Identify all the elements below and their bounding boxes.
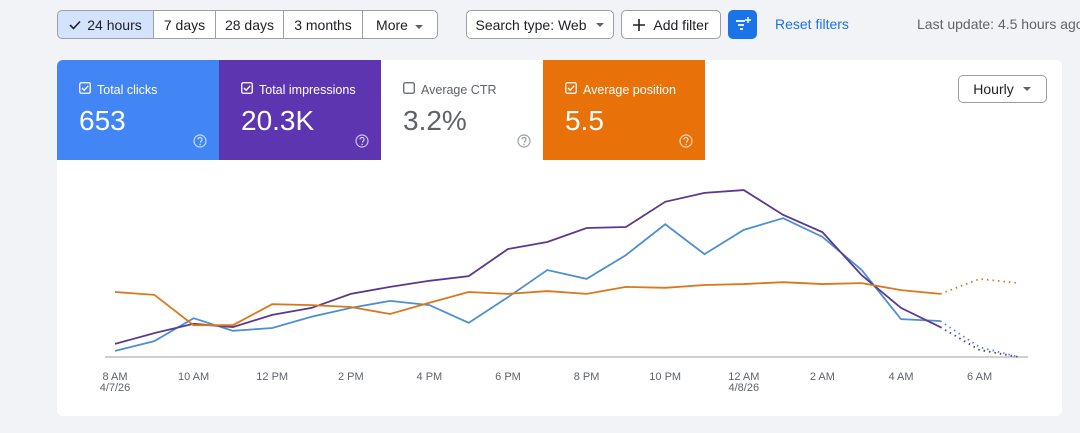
filter-icon	[736, 17, 751, 30]
granularity-label: Hourly	[973, 81, 1014, 97]
help-icon	[679, 134, 693, 153]
checkbox	[79, 82, 91, 97]
search-type-dropdown[interactable]: Search type: Web	[466, 10, 614, 39]
metric-tile[interactable]: Total clicks 653	[57, 60, 219, 160]
metric-label-row: Average position	[565, 82, 705, 97]
range-label: 3 months	[294, 16, 352, 33]
metric-label: Average position	[583, 82, 676, 97]
metric-label-row: Total impressions	[241, 82, 381, 97]
x-tick-label: 6 PM	[495, 371, 521, 383]
chart: 8 AM4/7/26 10 AM 12 PM 2 PM 4 PM 6 PM 8 PM 10 P…	[100, 189, 1028, 394]
help-icon	[355, 134, 369, 153]
range-label: 24 hours	[87, 16, 142, 33]
filter-icon-button[interactable]	[728, 10, 757, 39]
metric-value: 653	[79, 105, 126, 136]
add-filter-button[interactable]: Add filter	[621, 10, 721, 39]
x-tick-label: 8 AM	[102, 371, 127, 383]
help-icon	[193, 134, 207, 153]
range-label: 28 days	[224, 16, 275, 33]
range-option[interactable]: 3 months	[283, 10, 363, 39]
range-label: More	[376, 16, 408, 33]
metric-value: 20.3K	[241, 105, 315, 136]
x-tick-label: 4 PM	[417, 371, 443, 383]
caret	[414, 17, 424, 33]
forecast-line	[939, 326, 1020, 358]
reset-filters-link[interactable]: Reset filters	[775, 16, 849, 32]
metric-label-row: Average CTR	[403, 82, 543, 97]
forecast-line	[939, 278, 1019, 295]
add-filter-label: Add filter	[653, 16, 709, 33]
checkbox	[403, 82, 415, 97]
metric-label: Total impressions	[259, 82, 356, 97]
series-line	[114, 189, 941, 345]
x-tick-label: 4 AM	[888, 371, 913, 383]
plus-icon	[633, 18, 646, 31]
x-tick-date: 4/7/26	[100, 382, 131, 394]
x-tick-label: 2 PM	[338, 371, 364, 383]
range-option[interactable]: 28 days	[215, 10, 284, 39]
checkbox	[565, 82, 577, 97]
metric-tile[interactable]: Average position 5.5	[543, 60, 705, 160]
x-tick-date: 4/8/26	[729, 382, 760, 394]
x-tick-label: 12 AM	[728, 371, 759, 383]
granularity-dropdown[interactable]: Hourly	[958, 75, 1047, 103]
x-tick-label: 6 AM	[967, 371, 992, 383]
checkbox	[241, 82, 253, 97]
search-type-label: Search type: Web	[475, 16, 587, 33]
metric-tile[interactable]: Total impressions 20.3K	[219, 60, 381, 160]
help-icon	[517, 134, 531, 153]
check-icon	[69, 17, 81, 33]
series-line	[114, 281, 941, 327]
forecast-line	[939, 320, 1020, 358]
last-update: Last update: 4.5 hours ago	[917, 16, 1080, 32]
metric-label: Average CTR	[421, 82, 497, 97]
metric-label: Total clicks	[97, 82, 158, 97]
caret	[595, 22, 604, 27]
range-option[interactable]: More	[362, 10, 438, 39]
metric-tile[interactable]: Average CTR 3.2%	[381, 60, 543, 160]
x-tick-label: 10 AM	[178, 371, 209, 383]
range-option[interactable]: 24 hours	[57, 10, 154, 39]
caret	[1022, 87, 1031, 91]
metric-value: 3.2%	[403, 105, 467, 136]
series-line	[114, 217, 941, 352]
range-label: 7 days	[163, 16, 206, 33]
range-option[interactable]: 7 days	[153, 10, 216, 39]
x-tick-label: 12 PM	[256, 371, 288, 383]
x-tick-label: 10 PM	[649, 371, 681, 383]
x-tick-label: 8 PM	[574, 371, 600, 383]
metric-label-row: Total clicks	[79, 82, 219, 97]
x-tick-label: 2 AM	[810, 371, 835, 383]
metric-value: 5.5	[565, 105, 604, 136]
